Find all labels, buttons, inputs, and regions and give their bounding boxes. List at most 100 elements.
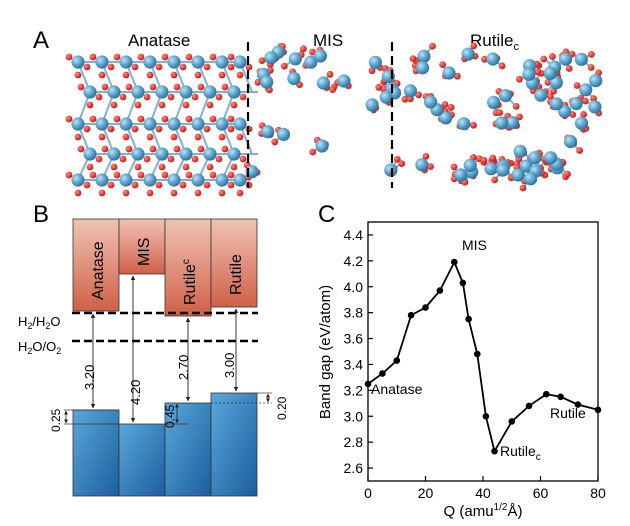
oxygen-atom bbox=[149, 145, 157, 153]
oxygen-atom bbox=[155, 125, 163, 133]
titanium-atom bbox=[215, 173, 229, 187]
oxygen-atom bbox=[179, 125, 187, 133]
oxygen-atom bbox=[209, 53, 217, 61]
oxygen-atom bbox=[167, 155, 175, 163]
oxygen-atom bbox=[98, 189, 106, 197]
oxygen-atom bbox=[547, 93, 554, 100]
oxygen-atom bbox=[203, 181, 211, 189]
titanium-atom bbox=[107, 147, 121, 161]
panel-b-letter: B bbox=[33, 201, 49, 228]
oxygen-atom bbox=[580, 111, 587, 118]
oxygen-atom bbox=[155, 181, 163, 189]
y-tick-label: 2.8 bbox=[344, 434, 364, 450]
oxygen-atom bbox=[218, 133, 226, 141]
titanium-atom bbox=[549, 97, 564, 111]
titanium-atom bbox=[191, 117, 205, 131]
titanium-atom bbox=[579, 83, 593, 97]
titanium-atom bbox=[559, 52, 573, 66]
cb-block-rutile bbox=[210, 218, 258, 308]
data-point bbox=[379, 370, 386, 377]
titanium-atom bbox=[454, 168, 468, 182]
titanium-atom bbox=[276, 127, 291, 141]
oxygen-atom bbox=[65, 171, 73, 179]
oxygen-atom bbox=[227, 125, 235, 133]
oxygen-atom bbox=[74, 133, 82, 141]
oxygen-atom bbox=[161, 53, 169, 61]
annotation-rutile-c: Rutilec bbox=[500, 443, 541, 463]
titanium-atom bbox=[543, 66, 557, 80]
titanium-atom bbox=[95, 173, 109, 187]
oxygen-atom bbox=[587, 64, 595, 71]
oxygen-atom bbox=[65, 115, 73, 123]
oxygen-atom bbox=[185, 53, 193, 61]
titanium-atom bbox=[315, 139, 329, 153]
titanium-atom bbox=[233, 55, 247, 69]
titanium-atom bbox=[119, 117, 133, 131]
data-point bbox=[543, 390, 550, 398]
titanium-atom bbox=[95, 55, 109, 69]
titanium-atom bbox=[486, 52, 500, 66]
data-point bbox=[491, 447, 498, 455]
x-axis-label: Q (amu1/2Å) bbox=[444, 502, 523, 520]
oxygen-atom bbox=[107, 63, 115, 71]
data-point bbox=[465, 315, 472, 323]
x-tick-label: 0 bbox=[364, 485, 372, 501]
titanium-atom bbox=[563, 134, 578, 149]
oxygen-atom bbox=[170, 189, 178, 197]
oxygen-atom bbox=[450, 163, 458, 171]
oxygen-atom bbox=[107, 125, 115, 133]
oxygen-atom bbox=[185, 171, 193, 179]
oxygen-atom bbox=[230, 163, 238, 171]
y-tick-label: 3.4 bbox=[344, 356, 364, 372]
oxygen-atom bbox=[122, 189, 130, 197]
titanium-atom bbox=[227, 147, 241, 161]
label-mis-structure: MIS bbox=[313, 31, 343, 50]
titanium-atom bbox=[143, 55, 157, 69]
titanium-atom bbox=[203, 147, 217, 161]
oxygen-atom bbox=[326, 70, 334, 78]
oxygen-atom bbox=[83, 181, 91, 189]
oxygen-atom bbox=[191, 155, 199, 163]
data-point bbox=[451, 258, 458, 266]
oxygen-atom bbox=[86, 101, 94, 109]
oxygen-atom bbox=[409, 55, 417, 62]
oxygen-atom bbox=[107, 181, 115, 189]
titanium-atom bbox=[167, 117, 181, 131]
oxygen-atom bbox=[137, 53, 145, 61]
oxygen-atom bbox=[398, 160, 406, 168]
titanium-atom bbox=[179, 85, 193, 99]
oxygen-atom bbox=[101, 83, 109, 91]
oxygen-atom bbox=[368, 67, 376, 75]
oxygen-atom bbox=[203, 125, 211, 133]
oxygen-atom bbox=[498, 62, 506, 70]
data-point bbox=[525, 402, 533, 410]
oxygen-atom bbox=[95, 155, 103, 163]
titanium-atom bbox=[191, 173, 205, 187]
data-point bbox=[407, 311, 415, 319]
y-tick-label: 2.6 bbox=[344, 460, 364, 476]
crystal-structure-image bbox=[65, 42, 603, 197]
titanium-atom bbox=[528, 151, 542, 165]
titanium-atom bbox=[203, 85, 217, 99]
oxygen-atom bbox=[113, 115, 121, 123]
oxygen-atom bbox=[77, 145, 85, 153]
titanium-atom bbox=[461, 47, 475, 61]
oxygen-atom bbox=[573, 82, 581, 89]
oxygen-atom bbox=[206, 163, 214, 171]
gap-value-anatase: 3.20 bbox=[82, 365, 97, 390]
oxygen-atom bbox=[480, 156, 488, 164]
oxygen-atom bbox=[422, 153, 430, 160]
annotation-mis: MIS bbox=[462, 237, 487, 253]
oxygen-atom bbox=[125, 83, 133, 91]
oxygen-atom bbox=[534, 68, 542, 76]
titanium-atom bbox=[71, 173, 85, 187]
oxygen-atom bbox=[489, 154, 497, 162]
oxygen-atom bbox=[215, 155, 223, 163]
oxygen-atom bbox=[122, 71, 130, 79]
oxygen-atom bbox=[227, 181, 235, 189]
label-anatase-structure: Anatase bbox=[128, 31, 190, 50]
cb-block-anatase bbox=[72, 218, 120, 312]
oxygen-atom bbox=[74, 189, 82, 197]
oxygen-atom bbox=[158, 101, 166, 109]
